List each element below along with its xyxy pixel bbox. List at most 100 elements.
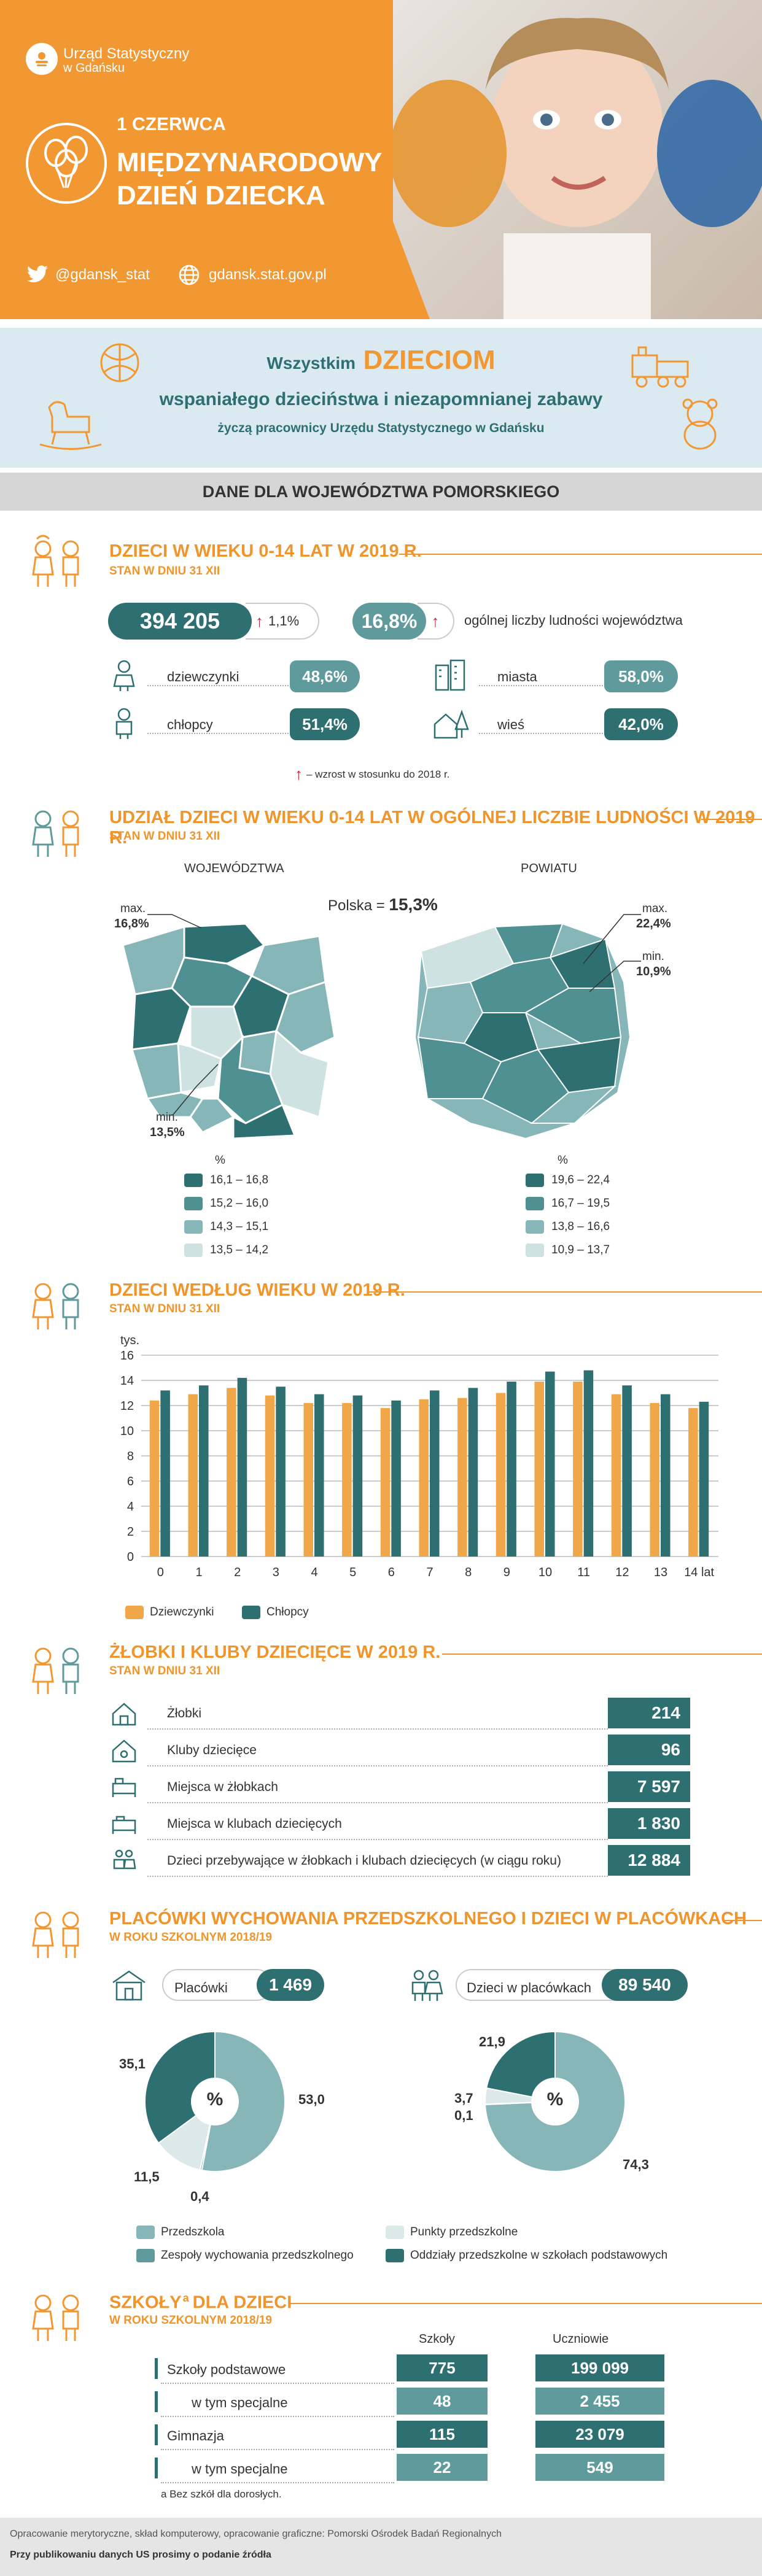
y-tick-label: 10 [120,1425,134,1438]
map-legend-label: 13,8 – 16,6 [551,1220,610,1233]
poland-label: Polska = [328,897,385,914]
growth-value: 1,1% [268,613,300,629]
sec3-title: DZIECI WEDŁUG WIEKU W 2019 R. [109,1280,405,1300]
legend-kindergarten: Przedszkola [161,2226,225,2238]
twitter-icon[interactable] [26,265,49,286]
map-legend-swatch [184,1220,203,1234]
bar-dziewczynki [227,1388,236,1557]
map1-min-value: 13,5% [150,1126,185,1139]
greeting-big: DZIECIOM [363,345,496,375]
region-banner-text: DANE DLA WOJEWÓDZTWA POMORSKIEGO [202,482,560,501]
sec3-subtitle: STAN W DNIU 31 XII [109,1302,220,1315]
facility-row-label: Dzieci przebywające w żłobkach i klubach… [167,1854,561,1868]
map-legend-swatch [526,1220,544,1234]
x-tick-label: 4 [311,1566,317,1579]
pie1-label-c: 11,5 [134,2169,160,2184]
map-legend-swatch [526,1174,544,1187]
rocking-horse-icon [39,401,102,450]
map-legend-label: 10,9 – 13,7 [551,1244,610,1256]
school-row-label: Szkoły podstawowe [167,2362,286,2377]
village-icon [433,710,469,739]
facility-icon [113,1849,136,1870]
col-pupils: Uczniowie [553,2332,609,2346]
sec6-title-pre: SZKOŁY [109,2292,182,2313]
pie1-slice [201,2030,286,2172]
bar-chłopcy [430,1390,440,1557]
map-legend-swatch [526,1197,544,1210]
pupil-count: 2 455 [535,2388,664,2415]
sec6-title-sup: a [182,2292,189,2304]
map-legend-label: 14,3 – 15,1 [210,1220,269,1233]
total-children: 394 205 [108,603,252,640]
footer-line1: Opracowanie merytoryczne, skład komputer… [10,2529,502,2539]
y-tick-label: 16 [120,1349,134,1363]
facility-icon [112,1703,136,1726]
bar-dziewczynki [534,1382,544,1557]
sec6-title: SZKOŁY a DLA DZIECI [109,2292,292,2313]
y-tick-label: 8 [127,1450,134,1463]
bar-chłopcy [237,1377,247,1557]
facility-icon [112,1777,136,1797]
y-tick-label: 0 [127,1550,134,1564]
bar-dziewczynki [188,1394,198,1557]
bar-chłopcy [545,1371,555,1557]
x-tick-label: 12 [615,1566,629,1579]
school-count: 115 [397,2421,488,2448]
facility-row-value: 12 884 [608,1845,690,1876]
legend2-unit: % [558,1154,568,1167]
kids-icon [32,1283,79,1329]
sec2-title: UDZIAŁ DZIECI W WIEKU 0-14 LAT W OGÓLNEJ… [109,808,755,848]
x-tick-label: 11 [577,1566,590,1579]
org-name-line1: Urząd Statystyczny [63,45,190,62]
legend-boys-swatch [242,1606,260,1619]
pie2-label-c: 3,7 [454,2091,473,2106]
bar-dziewczynki [611,1394,621,1557]
towns-label: miasta [497,669,537,684]
sec4-subtitle: STAN W DNIU 31 XII [109,1665,220,1677]
family-icon [411,1970,443,2001]
kids-icon [32,810,79,857]
twitter-handle[interactable]: @gdansk_stat [55,266,150,283]
header-title-line1: MIĘDZYNARODOWY [117,147,383,177]
pie2-slice [485,2030,556,2098]
growth-badge: ↑ 1,1% [246,603,319,640]
pie1-label-b: 0,4 [190,2189,209,2204]
pie1-slice [144,2030,216,2144]
map-legend-swatch [184,1197,203,1210]
legend-points: Punkty przedszkolne [410,2226,518,2238]
bar-chłopcy [391,1400,401,1557]
facility-icon [112,1739,136,1763]
voivodeship-map [122,922,336,1140]
map2-title: POWIATU [521,862,577,875]
map-legend-swatch [184,1244,203,1257]
girl-icon [113,660,135,691]
pie1-center: % [206,2089,224,2110]
children-value: 89 540 [602,1969,688,2001]
y-axis-unit: tys. [120,1334,139,1347]
bar-dziewczynki [149,1400,160,1557]
x-tick-label: 13 [654,1566,667,1579]
facility-icon [112,1816,136,1834]
kids-icon [32,535,79,587]
school-count: 22 [397,2454,488,2481]
bar-dziewczynki [650,1402,659,1557]
towns-value: 58,0% [604,660,678,692]
girls-value: 48,6% [290,660,360,692]
x-tick-label: 5 [349,1566,356,1579]
website-link[interactable]: gdansk.stat.gov.pl [209,266,327,283]
greeting-pre: Wszystkim [266,354,356,373]
map2-min-value: 10,9% [636,965,671,978]
legend-units: Oddziały przedszkolne w szkołach podstaw… [410,2249,668,2262]
bar-dziewczynki [265,1395,275,1557]
up-arrow-icon: ↑ [255,611,263,630]
sec1-title: DZIECI W WIEKU 0-14 LAT W 2019 R. [109,541,422,561]
child-photo [390,0,762,319]
school-row-label: w tym specjalne [192,2461,288,2477]
legend-girls-label: Dziewczynki [150,1606,214,1619]
children-label: Dzieci w placówkach [467,1980,591,1995]
map-legend-label: 16,1 – 16,8 [210,1174,269,1186]
share-badge-arrow: ↑ [418,603,454,640]
y-tick-label: 6 [127,1475,134,1488]
map2-max-value: 22,4% [636,917,671,930]
